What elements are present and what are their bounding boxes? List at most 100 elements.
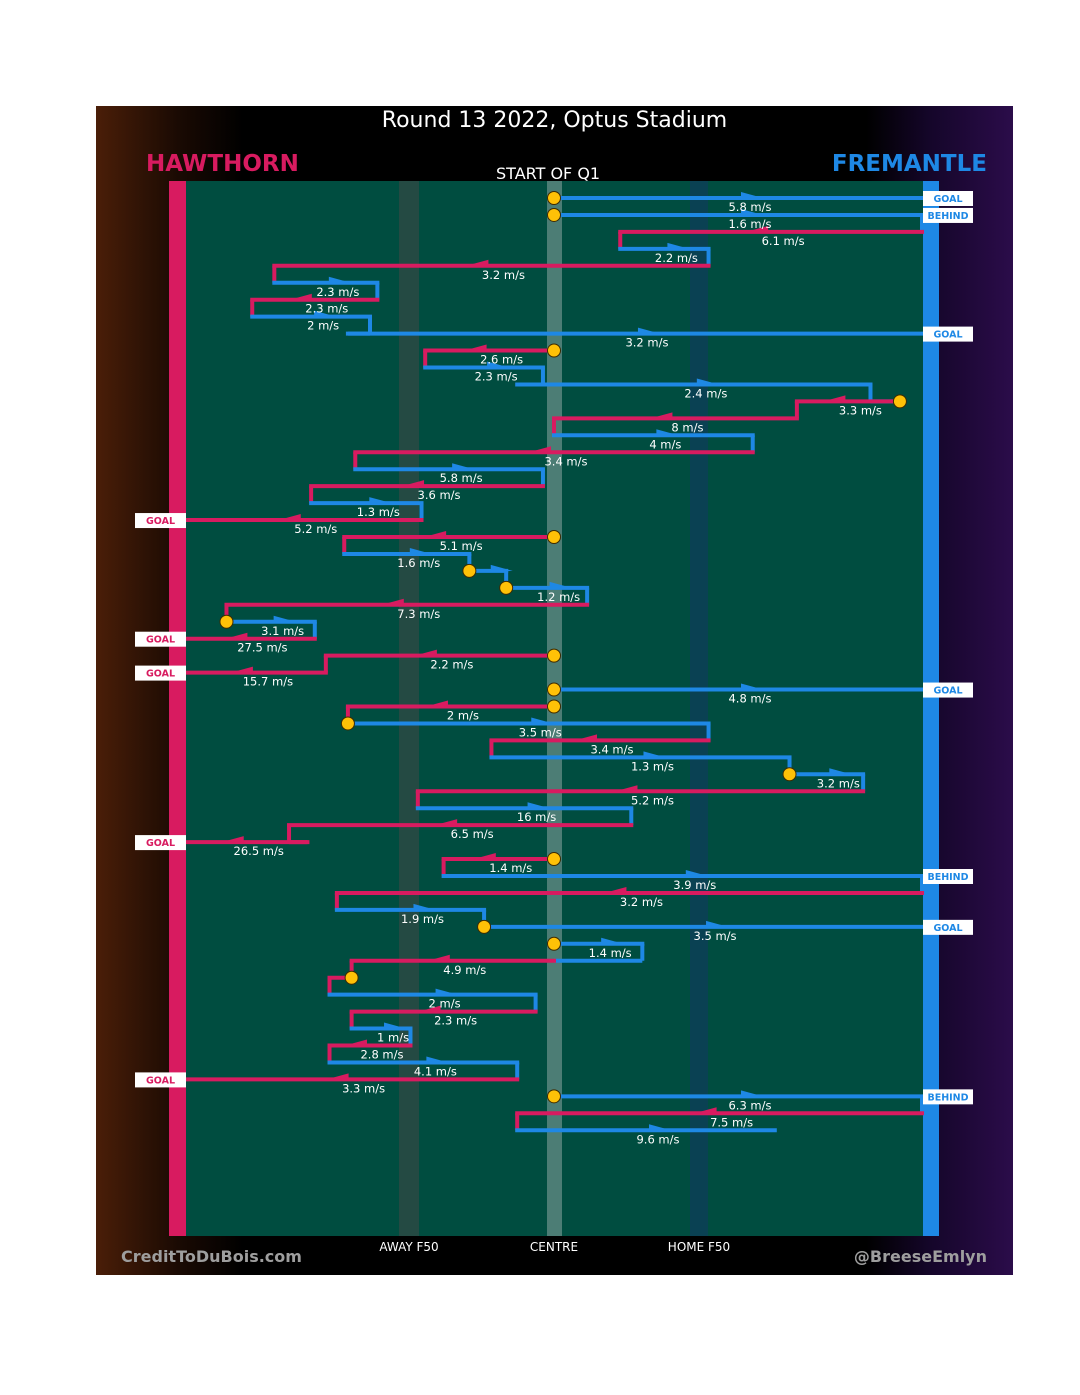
speed-label: 3.2 m/s	[817, 776, 860, 790]
outcome-label: BEHIND	[927, 1092, 968, 1103]
speed-label: 4 m/s	[649, 437, 681, 451]
direction-arrow	[427, 954, 450, 962]
speed-label: 3.2 m/s	[620, 895, 663, 909]
direction-arrow	[685, 870, 708, 877]
direction-arrow	[529, 446, 551, 454]
outcome-label: GOAL	[146, 669, 175, 680]
direction-arrow	[601, 937, 624, 945]
stoppage-marker	[782, 767, 797, 782]
speed-label: 9.6 m/s	[636, 1132, 679, 1146]
direction-arrow	[746, 225, 769, 233]
speed-label: 3.2 m/s	[625, 336, 668, 350]
speed-label: 1.6 m/s	[397, 556, 440, 570]
credit-text: CreditToDuBois.com	[121, 1247, 302, 1266]
stoppage-marker	[547, 682, 561, 697]
direction-arrow	[604, 886, 627, 894]
outcome-badge	[135, 835, 186, 851]
speed-label: 5.2 m/s	[631, 793, 674, 807]
speed-label: 5.2 m/s	[294, 522, 337, 536]
x-axis-label-away-f50: AWAY F50	[379, 1240, 439, 1254]
direction-arrow	[741, 1090, 763, 1098]
stoppage-marker	[477, 919, 492, 934]
outcome-label: BEHIND	[927, 872, 968, 883]
stoppage-marker	[547, 343, 561, 358]
speed-label: 3.2 m/s	[482, 268, 525, 282]
speed-label: 7.3 m/s	[397, 607, 440, 621]
direction-arrow	[225, 632, 248, 640]
stoppage-marker	[547, 191, 561, 205]
speed-label: 2.3 m/s	[316, 285, 359, 299]
home-goal-bar	[169, 181, 186, 1236]
outcome-label: GOAL	[933, 686, 962, 697]
direction-arrow	[409, 547, 432, 555]
author-handle: @BreeseEmlyn	[853, 1247, 987, 1266]
stoppage-marker	[219, 614, 234, 629]
direction-arrow	[637, 327, 660, 335]
speed-label: 6.1 m/s	[762, 234, 805, 248]
direction-arrow	[656, 429, 679, 437]
speed-label: 5.8 m/s	[440, 471, 483, 485]
outcome-label: GOAL	[146, 635, 175, 646]
outcome-badge	[923, 326, 973, 342]
speed-label: 2.3 m/s	[305, 302, 348, 316]
speed-label: 1.6 m/s	[728, 217, 771, 231]
speed-label: 4.1 m/s	[414, 1064, 457, 1078]
direction-arrow	[426, 1056, 449, 1064]
outcome-badge	[923, 1089, 973, 1105]
speed-label: 2.2 m/s	[655, 251, 698, 265]
outcome-label: BEHIND	[927, 211, 968, 222]
direction-arrow	[289, 293, 312, 301]
speed-label: 3.4 m/s	[544, 454, 587, 468]
speed-label: 1.4 m/s	[589, 946, 632, 960]
stoppage-marker	[547, 530, 561, 544]
direction-arrow	[326, 1073, 349, 1081]
home-team-label: HAWTHORN	[146, 151, 299, 177]
speed-label: 1.4 m/s	[489, 861, 532, 875]
speed-label: 2.3 m/s	[434, 1014, 477, 1028]
direction-arrow	[314, 310, 337, 318]
direction-arrow	[741, 192, 763, 199]
direction-arrow	[696, 378, 719, 386]
direction-arrow	[384, 1022, 407, 1030]
direction-arrow	[435, 988, 458, 996]
direction-arrow	[549, 581, 572, 589]
speed-label: 3.4 m/s	[590, 742, 633, 756]
speed-label: 3.6 m/s	[418, 488, 461, 502]
speed-label: 2 m/s	[307, 319, 339, 333]
speed-label: 2.3 m/s	[475, 370, 518, 384]
direction-arrow	[575, 734, 597, 742]
outcome-badge	[135, 631, 186, 647]
outcome-badge	[135, 665, 186, 681]
speed-label: 2 m/s	[447, 709, 479, 723]
speed-label: 6.3 m/s	[728, 1098, 771, 1112]
direction-arrow	[464, 344, 487, 352]
direction-arrow	[273, 615, 296, 623]
speed-label: 3.3 m/s	[342, 1081, 385, 1095]
stoppage-marker	[892, 394, 907, 409]
outcome-badge	[923, 207, 973, 223]
direction-arrow	[413, 903, 436, 911]
direction-arrow	[650, 412, 673, 420]
stoppage-marker	[499, 580, 514, 595]
outcome-badge	[923, 919, 973, 935]
speed-label: 4.8 m/s	[728, 692, 771, 706]
direction-arrow	[473, 853, 496, 861]
outcome-badge	[923, 682, 973, 698]
speed-label: 2.4 m/s	[684, 386, 727, 400]
x-axis-label-home-f50: HOME F50	[667, 1240, 731, 1254]
direction-arrow	[452, 463, 475, 471]
direction-arrow	[829, 768, 852, 776]
outcome-label: GOAL	[933, 923, 962, 934]
speed-label: 3.5 m/s	[519, 725, 562, 739]
speed-label: 5.1 m/s	[440, 539, 483, 553]
stoppage-marker	[547, 852, 561, 867]
speed-label: 3.5 m/s	[694, 929, 737, 943]
speed-label: 6.5 m/s	[451, 827, 494, 841]
direction-arrow	[278, 514, 301, 522]
direction-arrow	[425, 700, 448, 708]
outcome-badge	[135, 513, 186, 529]
direction-arrow	[531, 717, 554, 725]
stoppage-marker	[344, 970, 359, 985]
direction-arrow	[369, 497, 392, 505]
speed-label: 16 m/s	[517, 810, 556, 824]
